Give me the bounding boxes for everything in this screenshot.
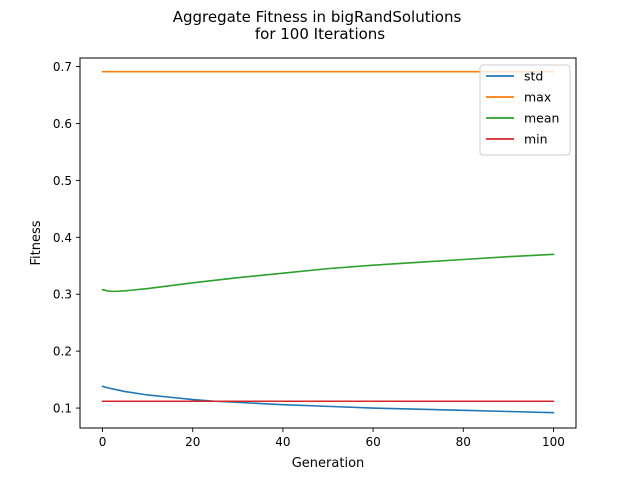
x-axis-label: Generation — [292, 456, 365, 471]
plot-frame — [79, 57, 577, 429]
x-tick-label: 40 — [275, 435, 290, 449]
series-line-mean — [101, 253, 555, 293]
x-tick-label: 60 — [365, 435, 380, 449]
x-axis: 0 20 40 60 80 100 — [99, 428, 565, 449]
legend-box — [479, 64, 571, 156]
series-line-std — [101, 385, 555, 414]
legend-label-max: max — [524, 90, 551, 105]
legend-label-mean: mean — [524, 111, 559, 126]
plot-lines-group — [101, 70, 555, 414]
y-tick-label: 0.2 — [53, 345, 72, 359]
y-tick-label: 0.4 — [53, 231, 72, 245]
legend-label-std: std — [524, 69, 543, 84]
x-tick-label: 80 — [456, 435, 471, 449]
y-tick-label: 0.6 — [53, 117, 72, 131]
legend-label-min: min — [524, 132, 548, 147]
chart-title-line1: Aggregate Fitness in bigRandSolutions — [173, 8, 462, 26]
y-tick-label: 0.5 — [53, 174, 72, 188]
y-axis: 0.1 0.2 0.3 0.4 0.5 0.6 0.7 — [53, 60, 80, 416]
x-tick-label: 100 — [542, 435, 565, 449]
x-tick-label: 0 — [99, 435, 107, 449]
y-tick-label: 0.3 — [53, 288, 72, 302]
y-tick-label: 0.1 — [53, 402, 72, 416]
legend: std max mean min — [479, 64, 571, 156]
y-tick-label: 0.7 — [53, 60, 72, 74]
chart-title-line2: for 100 Iterations — [255, 25, 385, 43]
y-axis-label: Fitness — [29, 220, 44, 265]
x-tick-label: 20 — [185, 435, 200, 449]
